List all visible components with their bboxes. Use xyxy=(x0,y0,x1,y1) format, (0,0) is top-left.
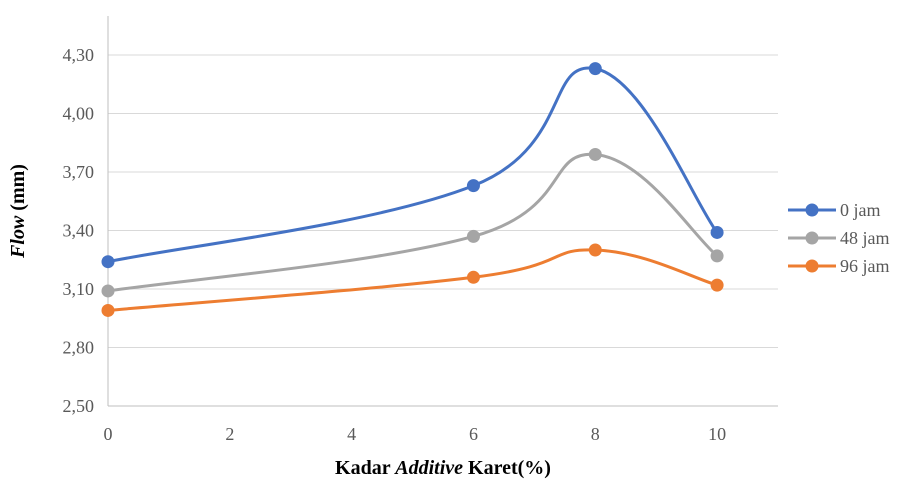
data-point xyxy=(101,255,115,269)
series-points xyxy=(101,62,724,317)
y-tick-label: 2,50 xyxy=(63,396,95,416)
data-point xyxy=(466,270,480,284)
data-point xyxy=(588,62,602,76)
data-point xyxy=(710,249,724,263)
data-point xyxy=(710,225,724,239)
legend-label: 96 jam xyxy=(840,256,890,276)
series-line-0 xyxy=(106,66,719,264)
legend-label: 0 jam xyxy=(840,200,881,220)
data-point xyxy=(588,147,602,161)
x-tick-label: 2 xyxy=(225,424,234,444)
x-tick-label: 8 xyxy=(591,424,600,444)
data-point xyxy=(710,278,724,292)
y-tick-labels: 2,50 2,80 3,10 3,40 3,70 4,00 4,30 xyxy=(63,45,95,416)
y-tick-label: 4,00 xyxy=(63,104,95,124)
data-point xyxy=(101,284,115,298)
legend-swatch-marker xyxy=(805,203,819,217)
legend-label: 48 jam xyxy=(840,228,890,248)
series-lines xyxy=(106,66,719,312)
y-axis-title: Flow (mm) xyxy=(7,164,29,259)
data-point xyxy=(466,179,480,193)
x-tick-label: 0 xyxy=(104,424,113,444)
x-tick-label: 10 xyxy=(708,424,726,444)
legend-swatch-marker xyxy=(805,231,819,245)
data-point xyxy=(588,243,602,257)
axes xyxy=(107,16,778,407)
x-tick-labels: 0 2 4 6 8 10 xyxy=(104,424,727,444)
x-tick-label: 6 xyxy=(469,424,478,444)
legend: 0 jam 48 jam 96 jam xyxy=(788,200,890,276)
gridlines xyxy=(108,54,778,348)
data-point xyxy=(466,229,480,243)
y-tick-label: 3,40 xyxy=(63,221,95,241)
x-tick-label: 4 xyxy=(347,424,356,444)
y-tick-label: 3,70 xyxy=(63,162,95,182)
series-line-2 xyxy=(106,248,719,312)
legend-swatch-marker xyxy=(805,259,819,273)
y-tick-label: 3,10 xyxy=(63,279,95,299)
series-line-1 xyxy=(106,152,719,293)
y-tick-label: 4,30 xyxy=(63,45,95,65)
y-tick-label: 2,80 xyxy=(63,338,95,358)
x-axis-title: Kadar Additive Karet(%) xyxy=(335,457,551,479)
data-point xyxy=(101,303,115,317)
